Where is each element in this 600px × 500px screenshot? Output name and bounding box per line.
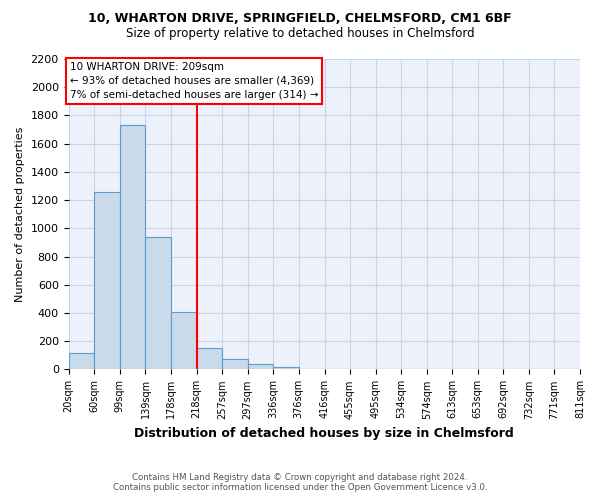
Text: 10, WHARTON DRIVE, SPRINGFIELD, CHELMSFORD, CM1 6BF: 10, WHARTON DRIVE, SPRINGFIELD, CHELMSFO… [88,12,512,26]
Y-axis label: Number of detached properties: Number of detached properties [15,126,25,302]
Bar [68,353,94,370]
X-axis label: Distribution of detached houses by size in Chelmsford: Distribution of detached houses by size … [134,427,514,440]
Text: Size of property relative to detached houses in Chelmsford: Size of property relative to detached ho… [125,28,475,40]
Bar [94,192,119,370]
Bar [145,237,170,370]
Bar [197,348,222,370]
Text: 10 WHARTON DRIVE: 209sqm
← 93% of detached houses are smaller (4,369)
7% of semi: 10 WHARTON DRIVE: 209sqm ← 93% of detach… [70,62,319,100]
Text: Contains HM Land Registry data © Crown copyright and database right 2024.
Contai: Contains HM Land Registry data © Crown c… [113,473,487,492]
Bar [248,364,273,370]
Bar [222,359,248,370]
Bar [273,366,299,370]
Bar [119,126,145,370]
Bar [170,312,197,370]
